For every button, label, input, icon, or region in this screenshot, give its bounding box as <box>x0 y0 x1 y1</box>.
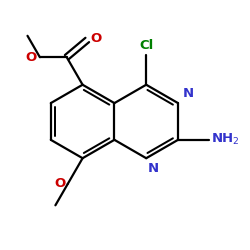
Text: N: N <box>148 162 159 175</box>
Text: NH$_2$: NH$_2$ <box>211 132 240 148</box>
Text: O: O <box>90 32 101 45</box>
Text: Cl: Cl <box>139 39 153 52</box>
Text: O: O <box>26 51 37 64</box>
Text: O: O <box>54 178 66 190</box>
Text: N: N <box>182 87 194 100</box>
